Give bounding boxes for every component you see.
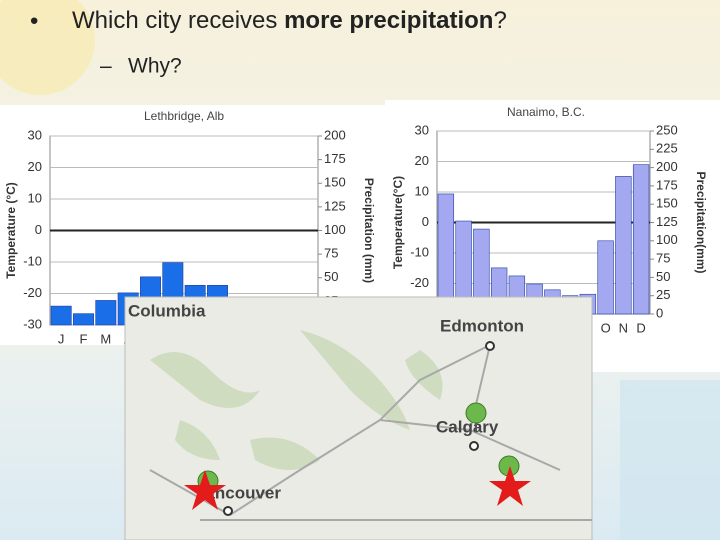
map-pin	[465, 402, 487, 424]
y2-tick-label: 200	[324, 127, 346, 142]
y2-tick-label: 0	[656, 305, 663, 320]
y2-tick-label: 200	[656, 159, 678, 174]
y2-tick-label: 175	[656, 177, 678, 192]
road	[149, 344, 592, 521]
map-label: Columbia	[128, 301, 206, 320]
chart-title: Nanaimo, B.C.	[507, 105, 585, 119]
bar	[73, 313, 94, 326]
title-part: ?	[493, 7, 506, 34]
y2-tick-label: 150	[656, 196, 678, 211]
chart-title: Lethbridge, Alb	[144, 109, 224, 123]
y2-axis-label: Precipitation(mm)	[694, 171, 708, 273]
map-label: Edmonton	[440, 316, 524, 335]
y-tick-label: 20	[415, 153, 429, 168]
map-label: Calgary	[436, 417, 499, 436]
y2-tick-label: 75	[324, 246, 338, 261]
city-dot	[223, 506, 233, 516]
y2-axis-label: Precipitation (mm)	[362, 178, 376, 283]
city-dot	[469, 441, 479, 451]
y-tick-label: 0	[422, 214, 429, 229]
y-tick-label: 10	[415, 183, 429, 198]
bar	[95, 300, 117, 326]
slide-title: Which city receives more precipitation?	[72, 7, 507, 34]
bar	[597, 240, 614, 315]
y2-tick-label: 225	[656, 141, 678, 156]
bar	[437, 193, 455, 315]
bullet: •	[30, 7, 38, 34]
x-tick-label: O	[601, 320, 611, 335]
y-tick-label: -30	[23, 316, 42, 331]
bar	[50, 305, 72, 326]
bar	[615, 176, 632, 315]
y2-tick-label: 100	[324, 222, 346, 237]
y-tick-label: -10	[23, 253, 42, 268]
x-tick-label: N	[619, 320, 628, 335]
y-tick-label: 10	[28, 190, 42, 205]
title-part: Which city receives	[72, 7, 284, 34]
y2-tick-label: 100	[656, 232, 678, 247]
terrain	[150, 330, 443, 470]
decor-art	[620, 380, 720, 540]
x-tick-label: D	[636, 320, 645, 335]
map: Columbia Edmonton Calgary Vancouver	[124, 296, 593, 540]
y2-tick-label: 250	[656, 122, 678, 137]
y2-tick-label: 50	[656, 269, 670, 284]
bar	[632, 164, 650, 315]
y-tick-label: -20	[23, 285, 42, 300]
title-emphasis: more precipitation	[284, 7, 493, 34]
charts: Lethbridge, Alb-30-20-100102030255075100…	[4, 105, 708, 346]
y-axis-label: Temperature (°C)	[4, 182, 18, 279]
x-tick-label: F	[80, 331, 88, 346]
y-tick-label: 0	[35, 222, 42, 237]
y-tick-label: 20	[28, 159, 42, 174]
y-tick-label: -20	[410, 275, 429, 290]
y2-tick-label: 25	[656, 287, 670, 302]
sub-bullet: Why?	[128, 55, 182, 78]
sun-art	[0, 0, 95, 95]
star-marker	[489, 466, 531, 506]
x-tick-label: J	[58, 331, 65, 346]
y2-tick-label: 75	[656, 251, 670, 266]
y2-tick-label: 150	[324, 175, 346, 190]
y-axis-label: Temperature(°C)	[391, 176, 405, 269]
y2-tick-label: 125	[324, 198, 346, 213]
y-tick-label: -10	[410, 244, 429, 259]
star-marker	[184, 470, 226, 510]
y2-tick-label: 125	[656, 214, 678, 229]
x-tick-label: M	[100, 331, 111, 346]
sub-bullet-dash: –	[100, 55, 112, 78]
city-dot	[485, 341, 495, 351]
y-tick-label: 30	[415, 122, 429, 137]
y2-tick-label: 50	[324, 269, 338, 284]
y2-tick-label: 175	[324, 151, 346, 166]
y-tick-label: 30	[28, 127, 42, 142]
